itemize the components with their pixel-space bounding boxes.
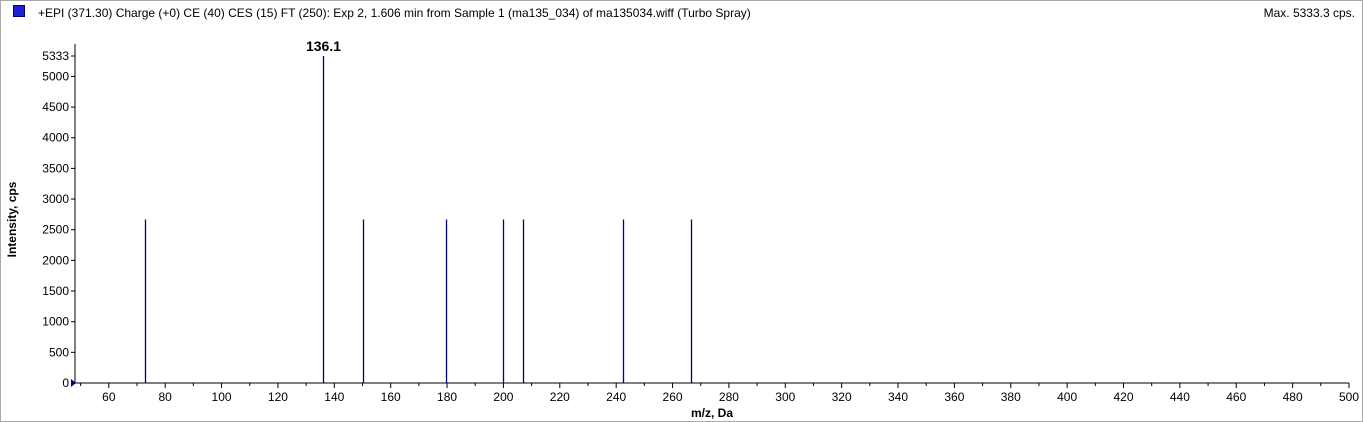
- x-tick-label: 240: [606, 390, 626, 404]
- x-tick-label: 480: [1283, 390, 1303, 404]
- x-tick-label: 500: [1339, 390, 1359, 404]
- x-tick-label: 260: [663, 390, 683, 404]
- spectrum-title: +EPI (371.30) Charge (+0) CE (40) CES (1…: [38, 6, 751, 20]
- x-tick-label: 420: [1113, 390, 1133, 404]
- x-tick-label: 340: [888, 390, 908, 404]
- y-tick-label: 3500: [42, 161, 69, 175]
- y-tick-label: 2500: [42, 223, 69, 237]
- max-intensity-label: Max. 5333.3 cps.: [1263, 6, 1355, 20]
- x-tick-label: 120: [268, 390, 288, 404]
- y-tick-label: 4500: [42, 100, 69, 114]
- y-tick-label: 2000: [42, 253, 69, 267]
- x-tick-label: 380: [1001, 390, 1021, 404]
- x-tick-label: 140: [324, 390, 344, 404]
- x-tick-label: 60: [102, 390, 116, 404]
- x-tick-label: 200: [493, 390, 513, 404]
- x-tick-label: 360: [944, 390, 964, 404]
- y-tick-label: 5000: [42, 69, 69, 83]
- x-tick-label: 80: [159, 390, 173, 404]
- y-tick-label: 1500: [42, 284, 69, 298]
- x-tick-label: 280: [719, 390, 739, 404]
- x-tick-label: 300: [775, 390, 795, 404]
- x-tick-label: 460: [1226, 390, 1246, 404]
- y-tick-label: 4000: [42, 131, 69, 145]
- y-tick-label: 0: [62, 376, 69, 390]
- y-tick-label: 500: [49, 345, 69, 359]
- y-tick-label: 1000: [42, 315, 69, 329]
- origin-marker: [71, 379, 76, 387]
- x-tick-label: 100: [212, 390, 232, 404]
- legend-swatch[interactable]: [13, 5, 25, 17]
- x-axis-title: m/z, Da: [691, 406, 733, 420]
- x-tick-label: 320: [832, 390, 852, 404]
- y-tick-label: 5333: [42, 49, 69, 63]
- x-tick-label: 400: [1057, 390, 1077, 404]
- x-tick-label: 160: [381, 390, 401, 404]
- x-tick-label: 440: [1170, 390, 1190, 404]
- peak-label: 136.1: [306, 38, 341, 54]
- y-tick-label: 3000: [42, 192, 69, 206]
- y-axis-title: Intensity, cps: [5, 181, 19, 257]
- x-tick-label: 180: [437, 390, 457, 404]
- x-tick-label: 220: [550, 390, 570, 404]
